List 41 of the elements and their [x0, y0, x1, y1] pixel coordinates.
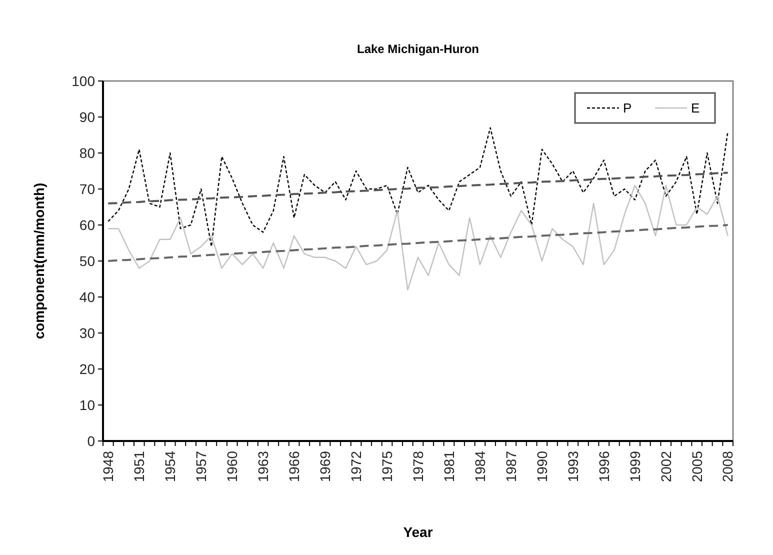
chart-title: Lake Michigan-Huron [356, 42, 480, 56]
y-tick-label: 0 [87, 432, 96, 449]
y-tick-label: 60 [79, 216, 96, 233]
x-tick-label: 2002 [658, 450, 674, 482]
y-tick-label: 90 [79, 108, 96, 125]
line-series [107, 224, 729, 262]
y-tick-label: 40 [79, 288, 96, 305]
x-tick-label: 1960 [224, 450, 240, 482]
x-tick-label: 1969 [316, 450, 333, 482]
y-tick-label: 80 [79, 144, 96, 161]
y-tick-label: 30 [79, 324, 96, 341]
x-axis-title: Year [403, 524, 434, 540]
legend-label: E [691, 100, 700, 116]
y-tick-label: 50 [79, 252, 96, 269]
x-tick-label: 1993 [564, 450, 581, 482]
y-tick-label: 70 [79, 180, 96, 197]
x-tick-label: 1987 [502, 450, 519, 482]
x-tick-label: 1963 [254, 450, 271, 482]
x-tick-label: 1954 [162, 450, 178, 482]
x-tick-label: 2008 [720, 450, 736, 482]
x-tick-label: 1957 [193, 450, 210, 482]
x-tick-label: 1999 [626, 450, 643, 482]
y-tick-label: 100 [72, 72, 96, 89]
x-tick-label: 1990 [534, 450, 550, 482]
x-tick-label: 1966 [286, 450, 302, 482]
x-tick-label: 2005 [688, 450, 705, 482]
x-tick-label: 1972 [348, 450, 364, 482]
y-tick-label: 20 [79, 360, 96, 377]
y-tick-label: 10 [79, 396, 96, 413]
x-tick-label: 1948 [100, 450, 116, 482]
x-tick-label: 1984 [472, 450, 488, 482]
line-series [107, 172, 729, 204]
x-tick-label: 1951 [131, 450, 148, 482]
line-series [108, 184, 728, 290]
x-tick-label: 1996 [596, 450, 612, 482]
x-tick-label: 1981 [440, 450, 457, 482]
x-tick-label: 1978 [410, 450, 426, 482]
y-axis-title: component(mm/month) [31, 182, 47, 340]
legend-label: P [623, 100, 632, 116]
line-series [108, 127, 728, 248]
x-tick-label: 1975 [378, 450, 395, 482]
